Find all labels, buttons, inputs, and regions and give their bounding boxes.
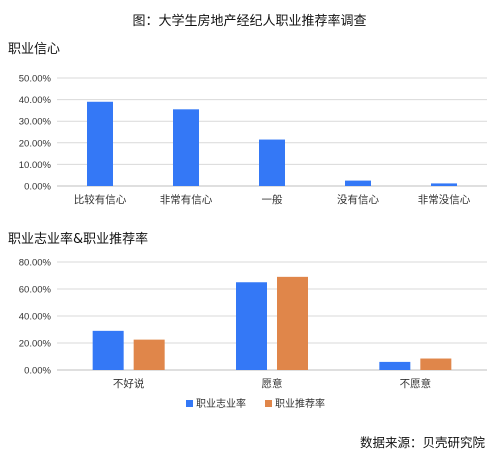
y-tick-label: 10.00%: [19, 160, 52, 171]
bar: [87, 101, 113, 186]
bar: [345, 180, 371, 186]
y-tick-label: 50.00%: [19, 74, 52, 85]
bar: [133, 339, 165, 370]
figure-title: 图：大学生房地产经纪人职业推荐率调查: [132, 14, 367, 29]
x-category-label: 比较有信心: [74, 193, 127, 206]
bar: [173, 109, 199, 186]
bar: [259, 139, 285, 186]
willingness-bar-chart: 0.00% 20.00% 40.00% 60.00% 80.00% 不好说 愿意 不愿意职业志…: [19, 258, 487, 410]
x-category-label: 一般: [262, 193, 283, 206]
chart1-title: 职业信心: [8, 42, 61, 57]
bar: [236, 282, 267, 370]
bar: [420, 358, 452, 370]
y-tick-label: 80.00%: [19, 258, 52, 269]
legend-swatch: [186, 400, 193, 407]
x-category-label: 愿意: [262, 377, 283, 390]
confidence-bar-chart: 0.00% 10.00% 20.00% 30.00% 40.00% 50.00% 比较有信心…: [19, 74, 487, 206]
y-tick-label: 30.00%: [19, 117, 52, 128]
bar: [379, 361, 411, 370]
x-category-label: 非常有信心: [160, 193, 213, 206]
data-source: 数据来源：贝壳研究院: [359, 435, 485, 450]
bar: [92, 330, 124, 370]
x-category-label: 非常没信心: [418, 193, 471, 206]
y-tick-label: 40.00%: [19, 312, 52, 323]
bar: [277, 276, 308, 370]
y-tick-label: 0.00%: [24, 366, 51, 377]
legend-swatch: [265, 400, 272, 407]
chart2-title: 职业志业率&职业推荐率: [8, 232, 149, 247]
legend-label: 职业推荐率: [275, 397, 325, 410]
bar: [431, 183, 457, 186]
x-category-label: 不好说: [113, 377, 145, 390]
y-tick-label: 20.00%: [19, 138, 52, 149]
y-tick-label: 20.00%: [19, 339, 52, 350]
legend-label: 职业志业率: [196, 397, 246, 410]
x-category-label: 没有信心: [337, 193, 379, 206]
x-category-label: 不愿意: [400, 377, 432, 390]
y-tick-label: 0.00%: [24, 182, 51, 193]
y-tick-label: 60.00%: [19, 285, 52, 296]
y-tick-label: 40.00%: [19, 95, 52, 106]
